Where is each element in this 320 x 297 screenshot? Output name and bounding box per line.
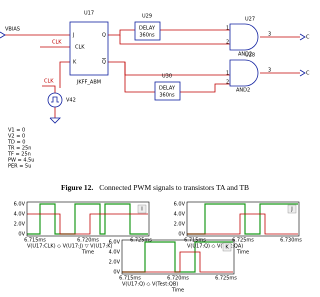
param: TR = 25n bbox=[7, 146, 31, 152]
legend: V(U17:CLK) ◇ V(U17:J) ▽ V(U17:K) bbox=[27, 244, 112, 250]
pin: CLK bbox=[75, 45, 85, 51]
y-tick-label: 6.0V bbox=[109, 240, 121, 246]
y-tick-label: 2.0V bbox=[109, 260, 121, 266]
ref: U29 bbox=[142, 14, 152, 20]
pin: 2 bbox=[226, 80, 229, 86]
caption-text: Connected PWM signals to transistors TA … bbox=[99, 183, 249, 192]
port bbox=[299, 69, 306, 77]
x-tick-label: 6.725ms bbox=[130, 238, 152, 244]
x-tick-label: 6.725ms bbox=[232, 238, 254, 244]
figure: VBIAS CLK CLK U17 J CLK K Q Q JKFF_ABM U… bbox=[0, 11, 310, 294]
param: V1 = 0 bbox=[8, 128, 25, 134]
net-label: CLK bbox=[44, 79, 54, 85]
pin: Q bbox=[102, 33, 106, 39]
y-tick-label: 0V bbox=[178, 232, 185, 238]
net-label: CLK bbox=[52, 40, 62, 46]
param: PW = 4.5u bbox=[8, 158, 34, 164]
pin: 3 bbox=[268, 68, 271, 74]
panel-label: K bbox=[225, 245, 229, 251]
x-axis-label: Time bbox=[171, 288, 184, 294]
x-tick-label: 6.715ms bbox=[119, 276, 141, 282]
delay-box bbox=[134, 21, 161, 41]
y-tick-label: 4.0V bbox=[174, 212, 186, 218]
ref: U17 bbox=[84, 11, 94, 17]
ref: U28 bbox=[245, 53, 255, 59]
pin: 3 bbox=[268, 32, 271, 38]
delay-time: 360ns bbox=[159, 93, 175, 99]
panel-label: J bbox=[290, 207, 292, 213]
delay-label: DELAY bbox=[159, 86, 176, 92]
ground bbox=[49, 117, 61, 124]
x-axis-label: Time bbox=[81, 250, 94, 256]
x-tick-label: 6.730ms bbox=[280, 238, 302, 244]
x-axis-label: Time bbox=[236, 250, 249, 256]
delay-time: 360ns bbox=[139, 33, 155, 39]
delay-box bbox=[154, 81, 181, 101]
y-tick-label: 4.0V bbox=[109, 250, 121, 256]
pulse-icon bbox=[51, 96, 59, 103]
and-gate bbox=[229, 59, 259, 87]
ref: U27 bbox=[245, 17, 255, 23]
y-tick-label: 6.0V bbox=[14, 202, 26, 208]
port bbox=[299, 33, 306, 41]
pin: 1 bbox=[226, 26, 229, 32]
y-tick-label: 2.0V bbox=[174, 222, 186, 228]
panel-badge bbox=[287, 204, 297, 214]
caption-number: Figure 12. bbox=[61, 183, 93, 192]
pin: J bbox=[72, 33, 74, 39]
page: VBIAS CLK CLK U17 J CLK K Q Q JKFF_ABM U… bbox=[0, 10, 310, 294]
delay-label: DELAY bbox=[139, 26, 156, 32]
y-tick-label: 2.0V bbox=[14, 222, 26, 228]
port-label: C bbox=[306, 35, 310, 41]
legend: V(U17:Q) ◇ V(Test:QA) bbox=[187, 244, 243, 250]
ref: V42 bbox=[66, 98, 76, 104]
net-label: VBIAS bbox=[5, 27, 20, 33]
param: PER = 5u bbox=[8, 164, 31, 170]
pulse-source bbox=[47, 92, 63, 108]
param: TF = 25n bbox=[7, 152, 31, 158]
model: JKFF_ABM bbox=[76, 80, 101, 86]
panel-label: I bbox=[141, 207, 142, 213]
panel-badge bbox=[222, 242, 232, 252]
model: AND2 bbox=[236, 88, 250, 94]
wires bbox=[5, 29, 300, 118]
param: V2 = 0 bbox=[8, 134, 25, 140]
flipflop-box bbox=[69, 21, 109, 76]
x-tick-label: 6.720ms bbox=[77, 238, 99, 244]
pin: 2 bbox=[226, 40, 229, 46]
y-tick-label: 0V bbox=[18, 232, 25, 238]
x-tick-label: 6.720ms bbox=[167, 276, 189, 282]
panel-badge bbox=[137, 204, 147, 214]
plot-frame bbox=[186, 201, 300, 237]
model: AND2 bbox=[238, 52, 252, 58]
plot-frame bbox=[121, 239, 235, 275]
y-tick-label: 4.0V bbox=[14, 212, 26, 218]
x-tick-label: 6.715ms bbox=[184, 238, 206, 244]
pin: Q bbox=[102, 60, 106, 66]
x-tick-label: 6.715ms bbox=[24, 238, 46, 244]
port-label: C bbox=[306, 71, 310, 77]
pin: K bbox=[73, 60, 77, 66]
x-tick-label: 6.725ms bbox=[215, 276, 237, 282]
waveforms bbox=[27, 203, 298, 273]
y-tick-label: 6.0V bbox=[174, 202, 186, 208]
and-gate bbox=[229, 23, 259, 51]
port bbox=[0, 31, 6, 39]
caption: Figure 12. Connected PWM signals to trans… bbox=[61, 183, 249, 192]
ref: U30 bbox=[162, 74, 172, 80]
pin: 1 bbox=[226, 71, 229, 77]
plot-frame bbox=[26, 201, 150, 237]
param: TD = 0 bbox=[7, 140, 25, 146]
legend: V(U17:Q) ◇ V(Test:QB) bbox=[122, 282, 178, 288]
y-tick-label: 0V bbox=[113, 270, 120, 276]
